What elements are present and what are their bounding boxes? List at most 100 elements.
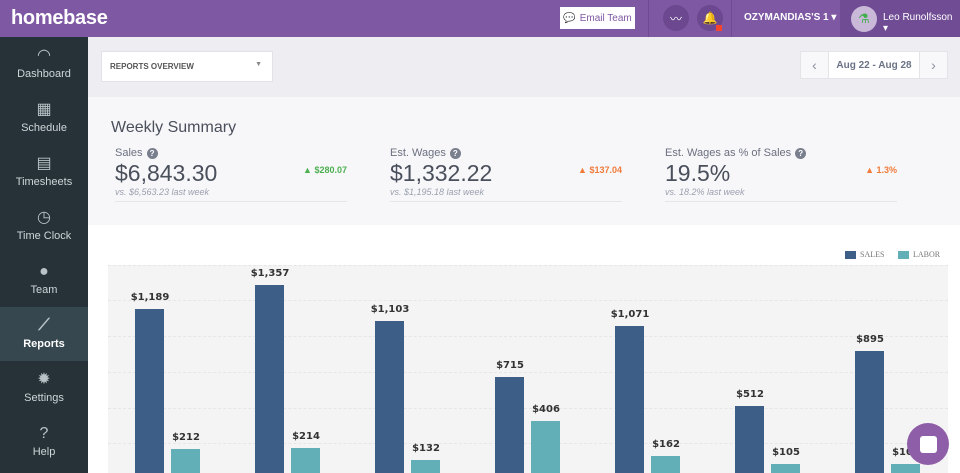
- gridline: [108, 336, 948, 338]
- divider: [731, 0, 732, 37]
- bell-icon[interactable]: 🔔: [697, 5, 723, 31]
- sidebar-item-timesheets[interactable]: ▤ Timesheets: [0, 145, 88, 199]
- sidebar-item-label: Schedule: [21, 122, 67, 134]
- logo[interactable]: homebase: [11, 7, 108, 29]
- sidebar-item-label: Team: [30, 284, 58, 296]
- card-compare: vs. $6,563.23 last week: [115, 187, 210, 197]
- chat-launcher-button[interactable]: [907, 423, 949, 465]
- location-dropdown[interactable]: OZYMANDIAS'S 1 ▾: [744, 12, 837, 23]
- labor-bar[interactable]: [651, 455, 680, 473]
- sidebar-item-time-clock[interactable]: ◷ Time Clock: [0, 199, 88, 253]
- sidebar-item-label: Help: [32, 446, 56, 458]
- prev-week-button[interactable]: ‹: [801, 52, 828, 78]
- date-range-picker: ‹ Aug 22 - Aug 28 ›: [800, 51, 948, 79]
- card-value: 19.5%: [665, 160, 731, 186]
- sidebar-item-help[interactable]: ? Help: [0, 415, 88, 469]
- card-delta: ▲ $137.04: [578, 165, 622, 175]
- card-value: $1,332.22: [390, 160, 493, 186]
- sales-bar[interactable]: [495, 376, 524, 473]
- sales-bar[interactable]: [255, 285, 284, 473]
- avatar: ⚗: [851, 6, 877, 32]
- sales-data-label: $1,103: [370, 304, 410, 316]
- email-team-button[interactable]: 💬 Email Team: [560, 7, 635, 29]
- sidebar-item-reports[interactable]: ⟋ Reports: [0, 307, 88, 361]
- user-menu[interactable]: ⚗ Leo Runolfsson ▾: [840, 0, 960, 37]
- legend-swatch: [845, 250, 856, 259]
- card-label: Est. Wages as % of Sales?: [665, 147, 897, 159]
- sidebar: ◠ Dashboard ▦ Schedule ▤ Timesheets ◷ Time Cloc…: [0, 37, 88, 473]
- card-label: Est. Wages?: [390, 147, 622, 159]
- settings-icon: ✹: [37, 371, 51, 388]
- sales-data-label: $512: [736, 388, 764, 400]
- sales-bar[interactable]: [135, 309, 164, 473]
- legend-sales: SALES: [845, 250, 884, 259]
- gridline: [108, 265, 948, 266]
- card-label: Sales?: [115, 147, 347, 159]
- labor-bar[interactable]: [891, 464, 920, 473]
- labor-data-label: $212: [172, 431, 200, 443]
- sidebar-item-label: Time Clock: [16, 230, 72, 242]
- sales-data-label: $1,357: [250, 268, 290, 280]
- sales-bar[interactable]: [855, 351, 884, 473]
- sales-bar[interactable]: [375, 321, 404, 473]
- labor-data-label: $162: [652, 438, 680, 450]
- labor-bar[interactable]: [291, 448, 320, 473]
- labor-data-label: $214: [292, 431, 320, 443]
- labor-bar[interactable]: [531, 421, 560, 473]
- summary-card: Est. Wages as % of Sales? 19.5% vs. 18.2…: [665, 147, 897, 202]
- summary-card: Est. Wages? $1,332.22 vs. $1,195.18 last…: [390, 147, 622, 202]
- labor-bar[interactable]: [771, 464, 800, 473]
- help-icon[interactable]: ?: [795, 148, 807, 159]
- sales-data-label: $715: [496, 359, 524, 371]
- team-icon: ●: [39, 263, 49, 280]
- user-name: Leo Runolfsson ▾: [883, 12, 953, 34]
- labor-data-label: $105: [772, 447, 800, 458]
- chevron-down-icon: ▼: [255, 61, 262, 68]
- legend-swatch: [898, 250, 909, 259]
- help-icon: ?: [39, 425, 49, 442]
- card-compare: vs. $1,195.18 last week: [390, 187, 485, 197]
- summary-title: Weekly Summary: [111, 119, 237, 136]
- timesheets-icon: ▤: [36, 155, 52, 172]
- labor-data-label: $132: [412, 443, 440, 455]
- time-clock-icon: ◷: [37, 209, 51, 226]
- help-icon[interactable]: ?: [449, 148, 461, 159]
- sidebar-item-team[interactable]: ● Team: [0, 253, 88, 307]
- card-compare: vs. 18.2% last week: [665, 187, 745, 197]
- notification-dot: [716, 25, 722, 31]
- top-bar: homebase 💬 Email Team 〰 🔔 OZYMANDIAS'S 1 …: [0, 0, 960, 37]
- sidebar-item-schedule[interactable]: ▦ Schedule: [0, 91, 88, 145]
- card-delta: ▲ 1.3%: [865, 165, 897, 175]
- legend-label: LABOR: [913, 250, 941, 259]
- chat-icon: [919, 435, 937, 453]
- sidebar-item-label: Dashboard: [17, 68, 71, 80]
- card-value: $6,843.30: [115, 160, 218, 186]
- report-select-value: REPORTS OVERVIEW: [110, 62, 194, 71]
- weekly-summary: Weekly Summary Sales? $6,843.30 vs. $6,5…: [88, 97, 960, 225]
- sidebar-item-settings[interactable]: ✹ Settings: [0, 361, 88, 415]
- sidebar-item-label: Settings: [24, 392, 64, 404]
- gridline: [108, 371, 948, 373]
- reports-icon: ⟋: [38, 317, 50, 334]
- dashboard-icon: ◠: [37, 47, 51, 64]
- date-range-label[interactable]: Aug 22 - Aug 28: [828, 52, 920, 78]
- report-select[interactable]: REPORTS OVERVIEW ▼: [101, 51, 273, 82]
- sales-data-label: $1,071: [610, 309, 650, 320]
- bar-chart: $1,189 $1,357 $1,103 $715 $1,071 $512 $895 $212…: [108, 265, 948, 473]
- help-icon[interactable]: ?: [146, 148, 158, 159]
- gridline: [108, 300, 948, 302]
- gridline: [108, 443, 948, 445]
- labor-bar[interactable]: [411, 460, 440, 473]
- activity-icon[interactable]: 〰: [663, 5, 689, 31]
- sales-bar[interactable]: [735, 405, 764, 473]
- sales-bar[interactable]: [615, 326, 644, 473]
- sidebar-item-label: Reports: [23, 338, 65, 350]
- sidebar-item-label: Timesheets: [15, 176, 73, 188]
- labor-data-label: $104: [892, 447, 920, 459]
- labor-bar[interactable]: [171, 448, 200, 473]
- labor-data-label: $406: [532, 404, 560, 415]
- divider: [648, 0, 649, 37]
- sidebar-item-dashboard[interactable]: ◠ Dashboard: [0, 37, 88, 91]
- next-week-button[interactable]: ›: [920, 52, 947, 78]
- summary-card: Sales? $6,843.30 vs. $6,563.23 last week…: [115, 147, 347, 202]
